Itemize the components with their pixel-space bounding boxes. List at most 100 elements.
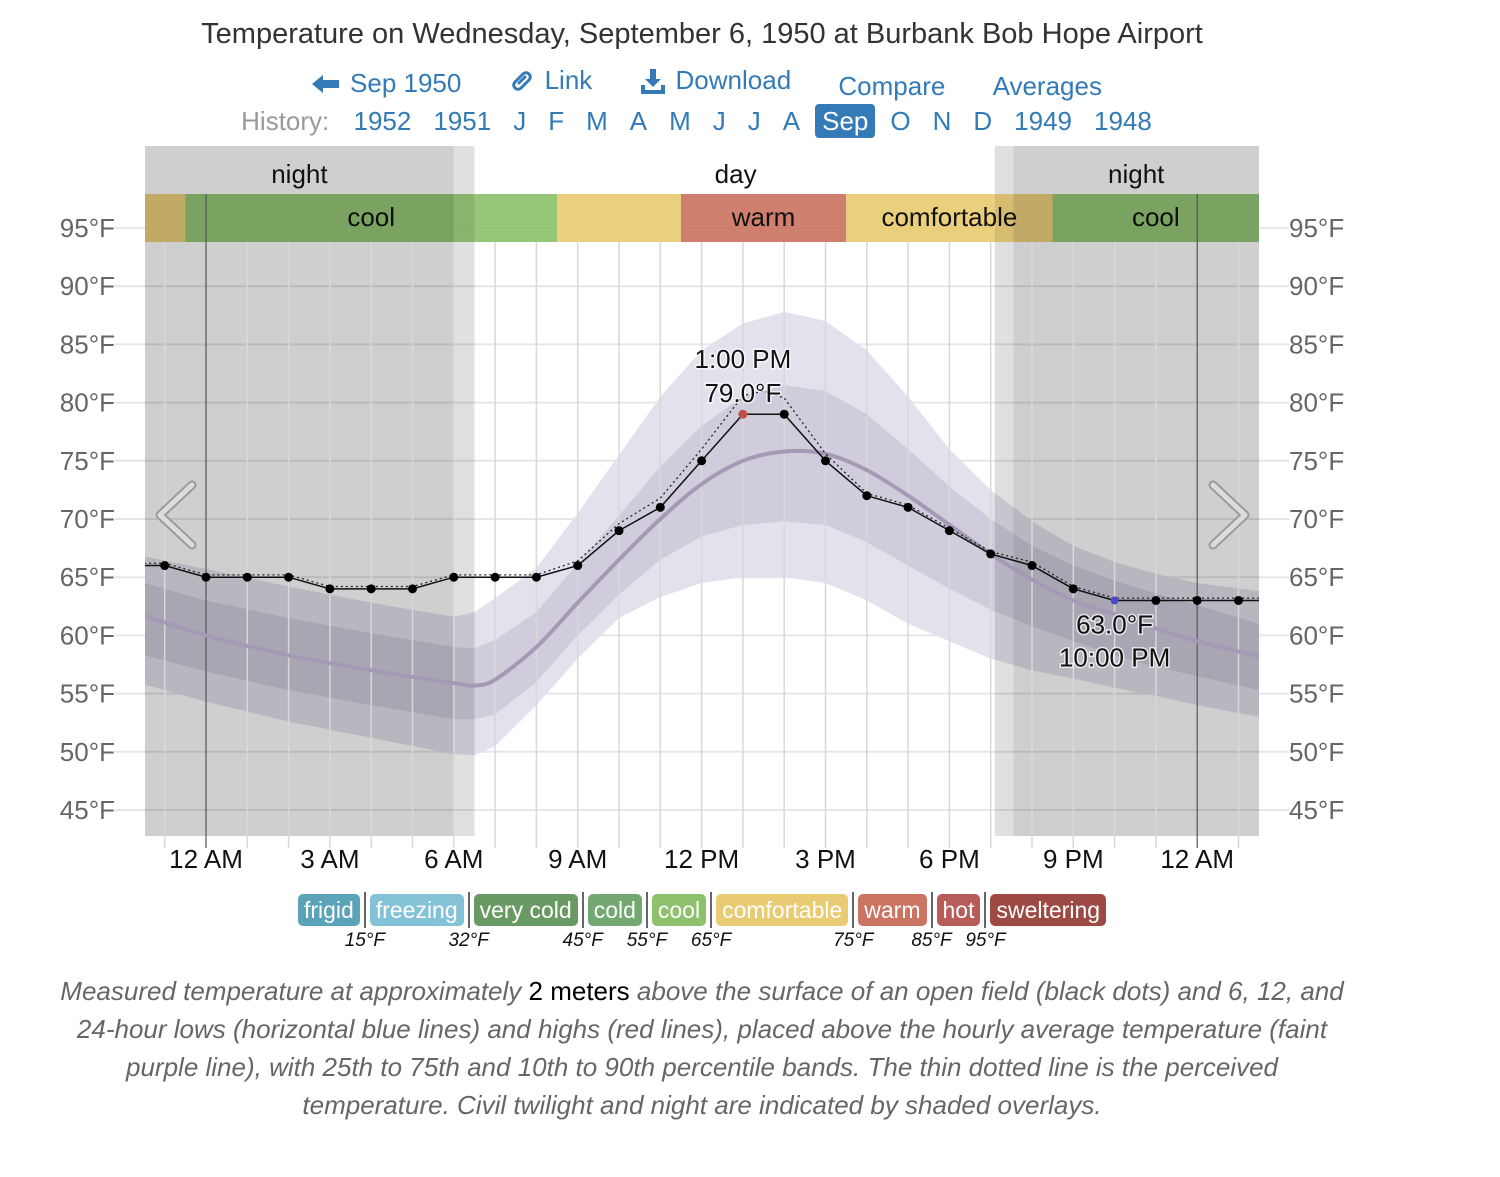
history-item-a[interactable]: A — [782, 106, 801, 136]
comfort-band — [557, 194, 681, 242]
legend-divider — [363, 892, 366, 928]
temperature-point[interactable] — [160, 561, 170, 571]
y-tick-label-left: 80°F — [60, 388, 115, 418]
temperature-chart: cool warm comfortable cool night day night 1:0… — [60, 146, 1344, 874]
history-item-n[interactable]: N — [932, 106, 952, 136]
y-tick-label-right: 70°F — [1289, 504, 1344, 534]
download-label: Download — [675, 65, 792, 95]
history-item-sep[interactable]: Sep — [815, 104, 876, 138]
temperature-point[interactable] — [1151, 595, 1161, 605]
temperature-point[interactable] — [986, 549, 996, 559]
history-item-1949[interactable]: 1949 — [1014, 106, 1073, 136]
temperature-point[interactable] — [1027, 561, 1037, 571]
temperature-point[interactable] — [655, 502, 665, 512]
y-tick-label-right: 45°F — [1289, 795, 1344, 825]
x-tick-label: 12 AM — [169, 844, 243, 874]
back-month-label: Sep 1950 — [350, 68, 462, 98]
legend-threshold: 55°F — [626, 930, 668, 951]
nav-bar: Sep 1950 Link Download Compare Averages — [0, 65, 1414, 102]
perceived-temperature-line — [145, 390, 1259, 599]
average-temperature-line — [145, 448, 1259, 688]
history-nav: History: 1952 1951 J F M A M J J A Sep O N D 1949 1948 — [0, 104, 1404, 138]
night-overlay-strip — [1013, 194, 1259, 242]
daylight-label-day: day — [715, 159, 757, 189]
temperature-point[interactable] — [862, 491, 872, 501]
comfort-band-label: comfortable — [881, 202, 1017, 232]
history-item-a[interactable]: A — [629, 106, 648, 136]
download-button[interactable]: Download — [640, 65, 792, 96]
back-month-link[interactable]: Sep 1950 — [312, 68, 461, 99]
comfort-band-label: warm — [731, 202, 796, 232]
x-tick-label: 9 PM — [1043, 844, 1104, 874]
temperature-point[interactable] — [1234, 595, 1243, 605]
temperature-point[interactable] — [821, 456, 830, 466]
history-item-m[interactable]: M — [669, 106, 691, 136]
temperature-point[interactable] — [531, 572, 541, 582]
twilight-overlay-strip — [994, 194, 1014, 242]
compare-link[interactable]: Compare — [838, 70, 946, 101]
history-item-1948[interactable]: 1948 — [1094, 106, 1152, 136]
temperature-point[interactable] — [944, 526, 954, 536]
low-annotation-time: 10:00 PM — [1059, 642, 1170, 672]
temperature-point[interactable] — [614, 526, 624, 536]
temperature-point[interactable] — [1192, 595, 1202, 605]
x-tick-label: 6 PM — [919, 844, 980, 874]
history-item-j[interactable]: J — [513, 106, 527, 136]
history-item-j[interactable]: J — [747, 106, 761, 136]
history-label: History: — [241, 106, 330, 136]
low-temperature-point[interactable] — [1110, 596, 1119, 605]
high-temperature-point[interactable] — [738, 409, 748, 419]
temperature-point[interactable] — [284, 572, 294, 582]
history-item-j[interactable]: J — [712, 106, 726, 136]
y-tick-label-left: 70°F — [60, 504, 115, 534]
history-item-o[interactable]: O — [890, 106, 911, 136]
legend-comfortable: comfortable — [716, 894, 849, 926]
y-tick-label-left: 45°F — [60, 795, 115, 825]
y-tick-label-left: 90°F — [60, 271, 115, 301]
legend-threshold: 85°F — [911, 930, 952, 951]
legend-hot: hot — [936, 894, 981, 926]
page-title: Temperature on Wednesday, September 6, 1… — [201, 18, 1203, 50]
temperature-point[interactable] — [779, 409, 789, 419]
caption-text-end: above the surface of an open field (blac… — [76, 976, 1344, 1120]
legend-sweltering: sweltering — [990, 894, 1107, 926]
history-item-1952[interactable]: 1952 — [353, 106, 412, 136]
x-tick-label: 12 AM — [1160, 844, 1234, 874]
temperature-point[interactable] — [490, 572, 500, 582]
temperature-point[interactable] — [1068, 584, 1078, 594]
averages-link[interactable]: Averages — [992, 70, 1102, 101]
y-tick-label-right: 75°F — [1289, 446, 1344, 476]
link-button[interactable]: Link — [509, 65, 592, 96]
legend-divider — [645, 892, 648, 928]
temperature-point[interactable] — [242, 572, 252, 582]
temperature-point[interactable] — [449, 572, 459, 582]
caption-emphasis: 2 meters — [528, 976, 630, 1006]
legend-threshold: 15°F — [344, 930, 385, 951]
low-annotation-temp: 63.0°F — [1076, 609, 1153, 639]
y-tick-label-left: 85°F — [60, 329, 115, 359]
download-icon — [640, 68, 665, 94]
x-tick-label: 9 AM — [548, 844, 607, 874]
history-item-m[interactable]: M — [586, 106, 608, 136]
temperature-point[interactable] — [408, 584, 417, 594]
temperature-point[interactable] — [903, 502, 913, 512]
history-item-f[interactable]: F — [548, 106, 565, 136]
legend-threshold: 75°F — [833, 930, 874, 951]
history-item-1951[interactable]: 1951 — [433, 106, 492, 136]
history-item-d[interactable]: D — [973, 106, 993, 136]
temperature-point[interactable] — [366, 584, 376, 594]
legend-divider — [710, 892, 713, 928]
comfort-band — [846, 194, 1053, 242]
y-tick-label-left: 50°F — [60, 737, 115, 767]
legend-divider — [984, 892, 987, 928]
y-tick-label-left: 65°F — [60, 562, 115, 592]
caption-text-start: Measured temperature at approximately — [60, 976, 529, 1006]
temperature-point[interactable] — [573, 561, 583, 571]
arrow-left-icon — [312, 74, 340, 93]
temperature-point[interactable] — [697, 456, 707, 466]
temperature-point[interactable] — [201, 572, 211, 582]
legend-freezing: freezing — [369, 894, 464, 926]
temperature-point[interactable] — [325, 584, 335, 594]
x-tick-label: 12 PM — [664, 844, 739, 874]
high-annotation-time: 1:00 PM — [694, 344, 791, 374]
